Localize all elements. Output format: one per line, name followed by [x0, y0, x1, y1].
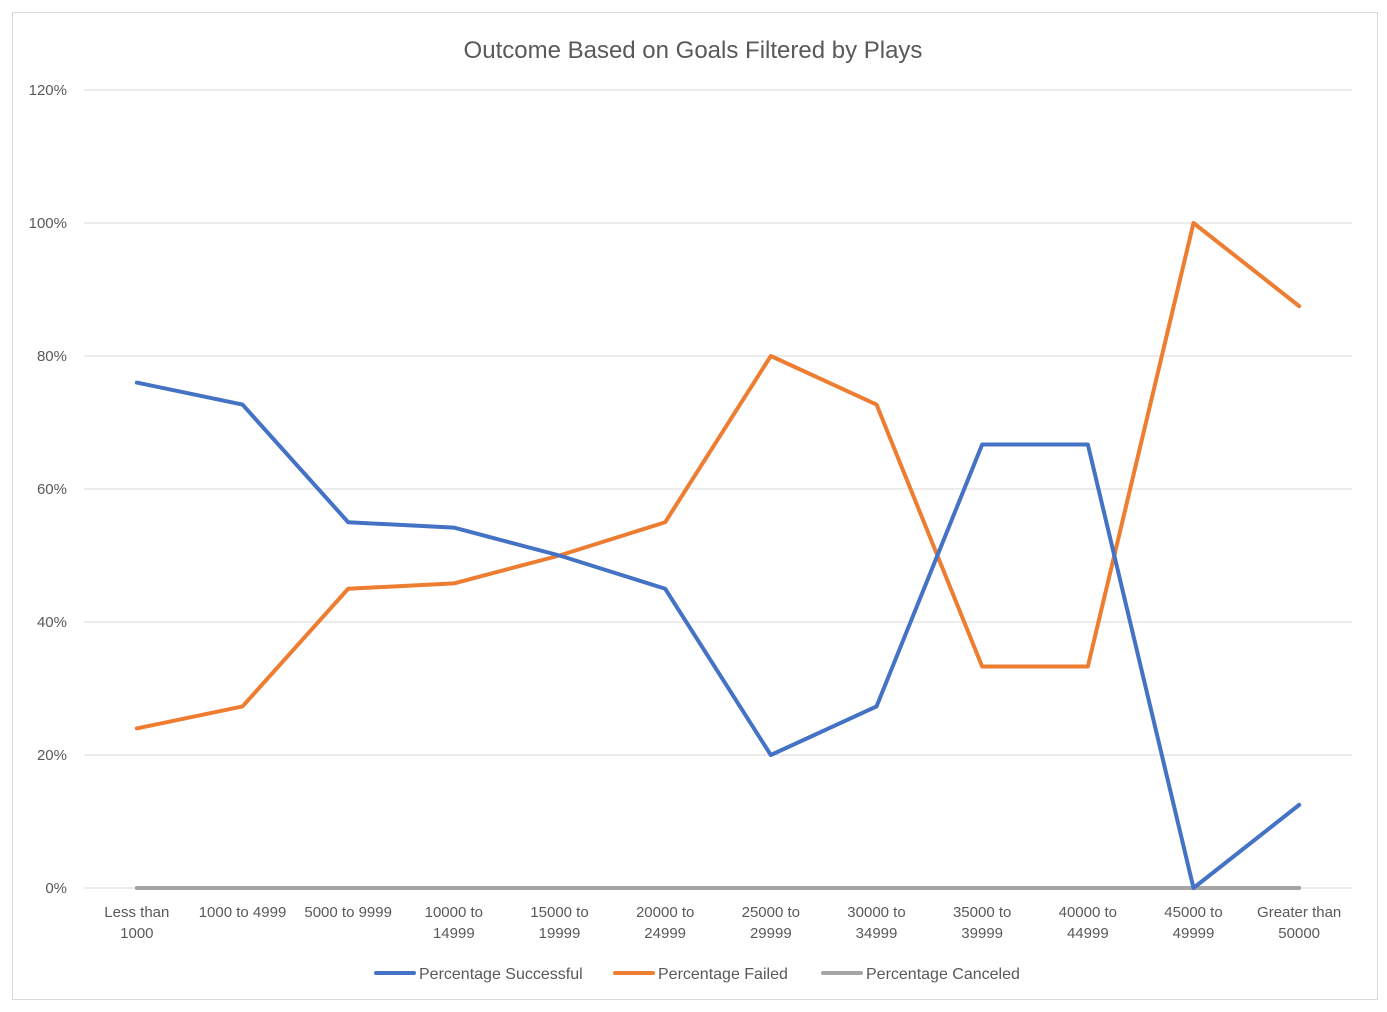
x-tick-label: 20000 to 24999 — [636, 904, 694, 942]
y-axis-tick-labels: 0% 20% 40% 60% 80% 100% 120% — [29, 82, 67, 897]
gridlines — [84, 89, 1352, 889]
x-tick-label: 40000 to 44999 — [1059, 904, 1117, 942]
x-tick-label: 10000 to 14999 — [425, 904, 483, 942]
x-tick-label: 35000 to 39999 — [953, 904, 1011, 942]
chart-frame — [12, 12, 1378, 1000]
x-tick-label: 25000 to 29999 — [742, 904, 800, 942]
legend: Percentage Successful Percentage Failed Pe… — [374, 966, 1020, 983]
y-tick-label: 100% — [29, 215, 67, 232]
x-tick-label: 1000 to 4999 — [199, 904, 287, 921]
y-tick-label: 0% — [45, 880, 67, 897]
legend-label-percentage-failed: Percentage Failed — [658, 966, 788, 983]
x-tick-label: 5000 to 9999 — [304, 904, 392, 921]
x-tick-label: 45000 to 49999 — [1164, 904, 1222, 942]
chart-title: Outcome Based on Goals Filtered by Plays — [464, 37, 923, 64]
x-axis-tick-labels: Less than 1000 1000 to 4999 5000 to 9999 100… — [104, 904, 1341, 942]
y-tick-label: 40% — [37, 614, 67, 631]
series-line-percentage-successful — [134, 380, 1302, 890]
x-tick-label: 15000 to 19999 — [530, 904, 588, 942]
series-lines — [134, 221, 1302, 890]
legend-label-percentage-canceled: Percentage Canceled — [866, 966, 1020, 983]
y-tick-label: 60% — [37, 481, 67, 498]
y-tick-label: 20% — [37, 747, 67, 764]
x-tick-label: Less than 1000 — [104, 904, 169, 942]
series-line-percentage-failed — [134, 221, 1302, 731]
y-tick-label: 80% — [37, 348, 67, 365]
legend-label-percentage-successful: Percentage Successful — [419, 966, 583, 983]
y-tick-label: 120% — [29, 82, 67, 99]
x-tick-label: 30000 to 34999 — [847, 904, 905, 942]
x-tick-label: Greater than 50000 — [1257, 904, 1341, 942]
